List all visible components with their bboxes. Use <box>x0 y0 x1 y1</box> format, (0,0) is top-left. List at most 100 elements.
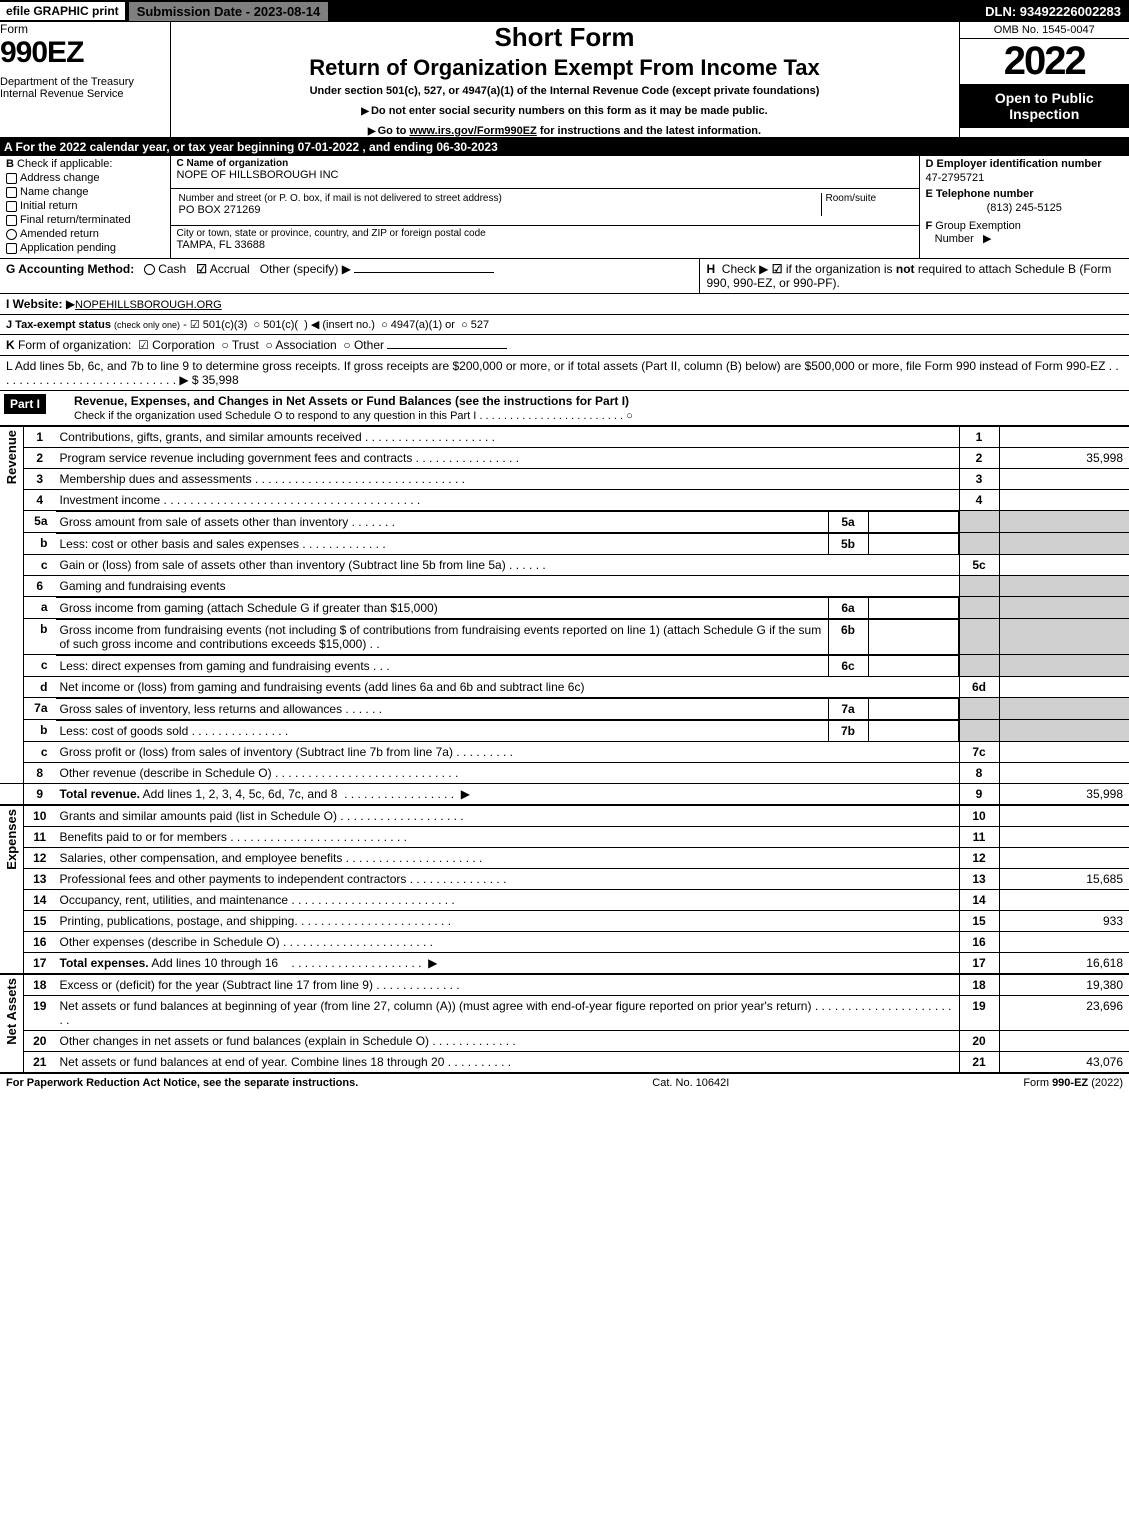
rnum-17: 17 <box>959 953 999 975</box>
arrow-icon: ▶ <box>66 297 75 311</box>
topbar: efile GRAPHIC print Submission Date - 20… <box>0 0 1129 22</box>
section-h: H Check ▶ ☑ if the organization is not r… <box>700 259 1129 294</box>
in-7b: 7b <box>828 721 868 742</box>
section-g: G Accounting Method: Cash ☑ Accrual Othe… <box>0 259 700 294</box>
room-label: Room/suite <box>826 193 877 204</box>
amt-20 <box>999 1031 1129 1052</box>
line-18: Excess or (deficit) for the year (Subtra… <box>56 974 960 996</box>
instr-goto-prefix: Go to <box>378 125 410 137</box>
checkbox-amended[interactable] <box>6 229 17 240</box>
amt-7c <box>999 742 1129 763</box>
section-k: K Form of organization: ☑ Corporation ○ … <box>0 335 1129 356</box>
checkbox-name[interactable] <box>6 187 17 198</box>
amt-6d <box>999 677 1129 698</box>
under-section: Under section 501(c), 527, or 4947(a)(1)… <box>171 85 959 97</box>
footer-left: For Paperwork Reduction Act Notice, see … <box>6 1077 358 1089</box>
checkbox-address[interactable] <box>6 173 17 184</box>
g-accrual: Accrual <box>210 262 250 276</box>
rnum-16: 16 <box>959 932 999 953</box>
amt-16 <box>999 932 1129 953</box>
rnum-4: 4 <box>959 490 999 511</box>
line-4: Investment income . . . . . . . . . . . … <box>56 490 960 511</box>
submission-date: Submission Date - 2023-08-14 <box>129 2 329 21</box>
in-5b: 5b <box>828 534 868 555</box>
rnum-8: 8 <box>959 763 999 784</box>
arrow-icon <box>361 105 371 117</box>
rnum-18: 18 <box>959 974 999 996</box>
checkbox-initial[interactable] <box>6 201 17 212</box>
part1-check: Check if the organization used Schedule … <box>74 410 633 422</box>
footer-right: Form 990-EZ (2022) <box>1023 1077 1123 1089</box>
opt-name: Name change <box>20 186 89 198</box>
opt-amended: Amended return <box>20 228 99 240</box>
opt-pending: Application pending <box>20 242 116 254</box>
shade-5a <box>959 511 999 533</box>
form-id-cell: Form 990EZ Department of the Treasury In… <box>0 22 170 138</box>
inamt-7b <box>868 721 958 742</box>
line-12: Salaries, other compensation, and employ… <box>56 848 960 869</box>
website-link[interactable]: NOPEHILLSBOROUGH.ORG <box>75 299 222 311</box>
line-8: Other revenue (describe in Schedule O) .… <box>56 763 960 784</box>
instr-goto-suffix: for instructions and the latest informat… <box>537 125 761 137</box>
radio-cash[interactable] <box>144 264 155 275</box>
rnum-9: 9 <box>959 784 999 806</box>
line-14: Occupancy, rent, utilities, and maintena… <box>56 890 960 911</box>
efile-label: efile GRAPHIC print <box>0 2 125 20</box>
section-j: J Tax-exempt status (check only one) - ☑… <box>0 315 1129 335</box>
line-6b: Gross income from fundraising events (no… <box>56 620 829 655</box>
opt-address: Address change <box>20 172 100 184</box>
line-15: Printing, publications, postage, and shi… <box>56 911 960 932</box>
street-label: Number and street (or P. O. box, if mail… <box>179 193 502 204</box>
amt-5c <box>999 555 1129 576</box>
amt-21: 43,076 <box>999 1052 1129 1073</box>
org-name: NOPE OF HILLSBOROUGH INC <box>177 169 913 181</box>
line-5b: Less: cost or other basis and sales expe… <box>56 534 829 555</box>
section-i: I Website: ▶NOPEHILLSBOROUGH.ORG <box>0 294 1129 315</box>
shade-6c <box>959 655 999 677</box>
checkbox-final[interactable] <box>6 215 17 226</box>
amt-12 <box>999 848 1129 869</box>
rnum-3: 3 <box>959 469 999 490</box>
dln: DLN: 93492226002283 <box>985 4 1129 19</box>
title-cell: Short Form Return of Organization Exempt… <box>170 22 959 138</box>
inamt-5a <box>868 512 958 533</box>
arrow-icon: ▶ <box>983 233 991 245</box>
rnum-19: 19 <box>959 996 999 1031</box>
line-11: Benefits paid to or for members . . . . … <box>56 827 960 848</box>
omb-number: OMB No. 1545-0047 <box>960 22 1129 39</box>
irs-link[interactable]: www.irs.gov/Form990EZ <box>409 125 536 137</box>
instr-ssn: Do not enter social security numbers on … <box>371 105 768 117</box>
line-6: Gaming and fundraising events <box>56 576 960 597</box>
shade-6b <box>959 619 999 655</box>
rnum-21: 21 <box>959 1052 999 1073</box>
form-word: Form <box>0 22 170 36</box>
open-inspection: Open to Public Inspection <box>960 84 1129 128</box>
amt-11 <box>999 827 1129 848</box>
amt-18: 19,380 <box>999 974 1129 996</box>
in-6c: 6c <box>828 656 868 677</box>
part1-title-text: Revenue, Expenses, and Changes in Net As… <box>74 394 629 408</box>
amt-8 <box>999 763 1129 784</box>
g-label: G Accounting Method: <box>6 262 134 276</box>
department: Department of the Treasury Internal Reve… <box>0 76 170 100</box>
netassets-side: Net Assets <box>0 974 24 1072</box>
shade-6a <box>959 597 999 619</box>
rnum-11: 11 <box>959 827 999 848</box>
amt-3 <box>999 469 1129 490</box>
section-c-city: City or town, state or province, country… <box>170 226 919 259</box>
line-19: Net assets or fund balances at beginning… <box>56 996 960 1031</box>
in-5a: 5a <box>828 512 868 533</box>
d-label: D Employer identification number <box>926 158 1124 170</box>
right-header: OMB No. 1545-0047 2022 Open to Public In… <box>959 22 1129 138</box>
line-7c: Gross profit or (loss) from sales of inv… <box>56 742 960 763</box>
line-7a: Gross sales of inventory, less returns a… <box>56 699 829 720</box>
shade-6 <box>959 576 999 597</box>
part1-title: Revenue, Expenses, and Changes in Net As… <box>70 391 1129 426</box>
line-16: Other expenses (describe in Schedule O) … <box>56 932 960 953</box>
g-cash: Cash <box>158 262 186 276</box>
in-6a: 6a <box>828 598 868 619</box>
section-a: A For the 2022 calendar year, or tax yea… <box>0 138 1129 156</box>
checkbox-pending[interactable] <box>6 243 17 254</box>
shade-6c-amt <box>999 655 1129 677</box>
arrow-icon <box>368 125 378 137</box>
